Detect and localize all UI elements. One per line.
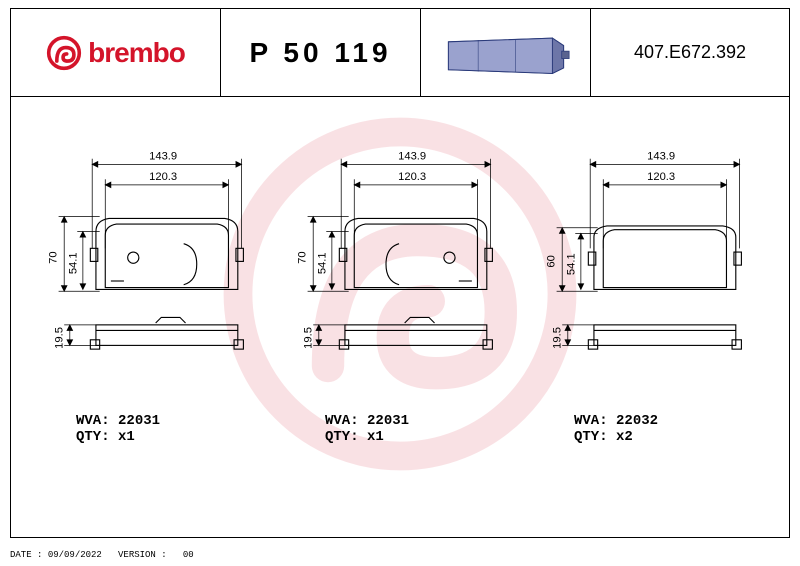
- dim-inner-w: 120.3: [398, 171, 426, 183]
- wva-label: WVA:: [325, 413, 359, 429]
- dim-inner-w: 120.3: [149, 171, 177, 183]
- qty-value: x1: [118, 429, 135, 445]
- wva-value: 22032: [616, 413, 658, 429]
- date-value: 09/09/2022: [48, 550, 102, 560]
- drawing-code: 407.E672.392: [634, 42, 746, 63]
- qty-value: x2: [616, 429, 633, 445]
- dim-inner-h: 54.1: [67, 252, 79, 274]
- pad-column-1: 143.9 120.3 70: [31, 127, 271, 527]
- pad-drawing-2: 143.9 120.3 70: [285, 127, 515, 407]
- pad-drawing-1: 143.9 120.3 70: [36, 127, 266, 407]
- dim-back-h: 19.5: [302, 327, 314, 349]
- product-image-cell: [421, 9, 591, 96]
- dim-outer-h: 70: [297, 251, 309, 263]
- wva-label: WVA:: [76, 413, 110, 429]
- version-value: 00: [183, 550, 194, 560]
- wva-label: WVA:: [574, 413, 608, 429]
- footer: DATE : 09/09/2022 VERSION : 00: [10, 550, 194, 560]
- pad-column-2: 143.9 120.3 70: [280, 127, 520, 527]
- pad-info-1: WVA: 22031 QTY: x1: [76, 413, 226, 445]
- brembo-logo: brembo: [46, 35, 185, 71]
- qty-label: QTY:: [76, 429, 110, 445]
- drawing-sheet: brembo P 50 119 407.E672.392: [10, 8, 790, 538]
- pad-drawing-3: 143.9 120.3 60: [534, 127, 764, 407]
- dim-inner-h: 54.1: [316, 252, 328, 274]
- pad-info-2: WVA: 22031 QTY: x1: [325, 413, 475, 445]
- dim-outer-w: 143.9: [398, 151, 426, 163]
- date-label: DATE :: [10, 550, 42, 560]
- dim-outer-w: 143.9: [647, 151, 675, 163]
- dim-outer-w: 143.9: [149, 151, 177, 163]
- part-number-cell: P 50 119: [221, 9, 421, 96]
- part-number: P 50 119: [249, 37, 391, 69]
- dim-back-h: 19.5: [53, 327, 65, 349]
- qty-label: QTY:: [325, 429, 359, 445]
- dim-inner-h: 54.1: [565, 253, 577, 275]
- wva-value: 22031: [367, 413, 409, 429]
- version-label: VERSION :: [118, 550, 167, 560]
- title-block: brembo P 50 119 407.E672.392: [11, 9, 789, 97]
- brand-name: brembo: [88, 37, 185, 69]
- qty-label: QTY:: [574, 429, 608, 445]
- drawing-body: 143.9 120.3 70: [11, 97, 789, 537]
- brake-pad-3d-icon: [441, 25, 571, 81]
- dim-outer-h: 60: [546, 255, 558, 267]
- dim-back-h: 19.5: [551, 327, 563, 349]
- dim-inner-w: 120.3: [647, 171, 675, 183]
- brembo-mark-icon: [46, 35, 82, 71]
- drawing-code-cell: 407.E672.392: [591, 9, 789, 96]
- dim-outer-h: 70: [48, 251, 60, 263]
- pad-column-3: 143.9 120.3 60: [529, 127, 769, 527]
- wva-value: 22031: [118, 413, 160, 429]
- pad-info-3: WVA: 22032 QTY: x2: [574, 413, 724, 445]
- qty-value: x1: [367, 429, 384, 445]
- logo-cell: brembo: [11, 9, 221, 96]
